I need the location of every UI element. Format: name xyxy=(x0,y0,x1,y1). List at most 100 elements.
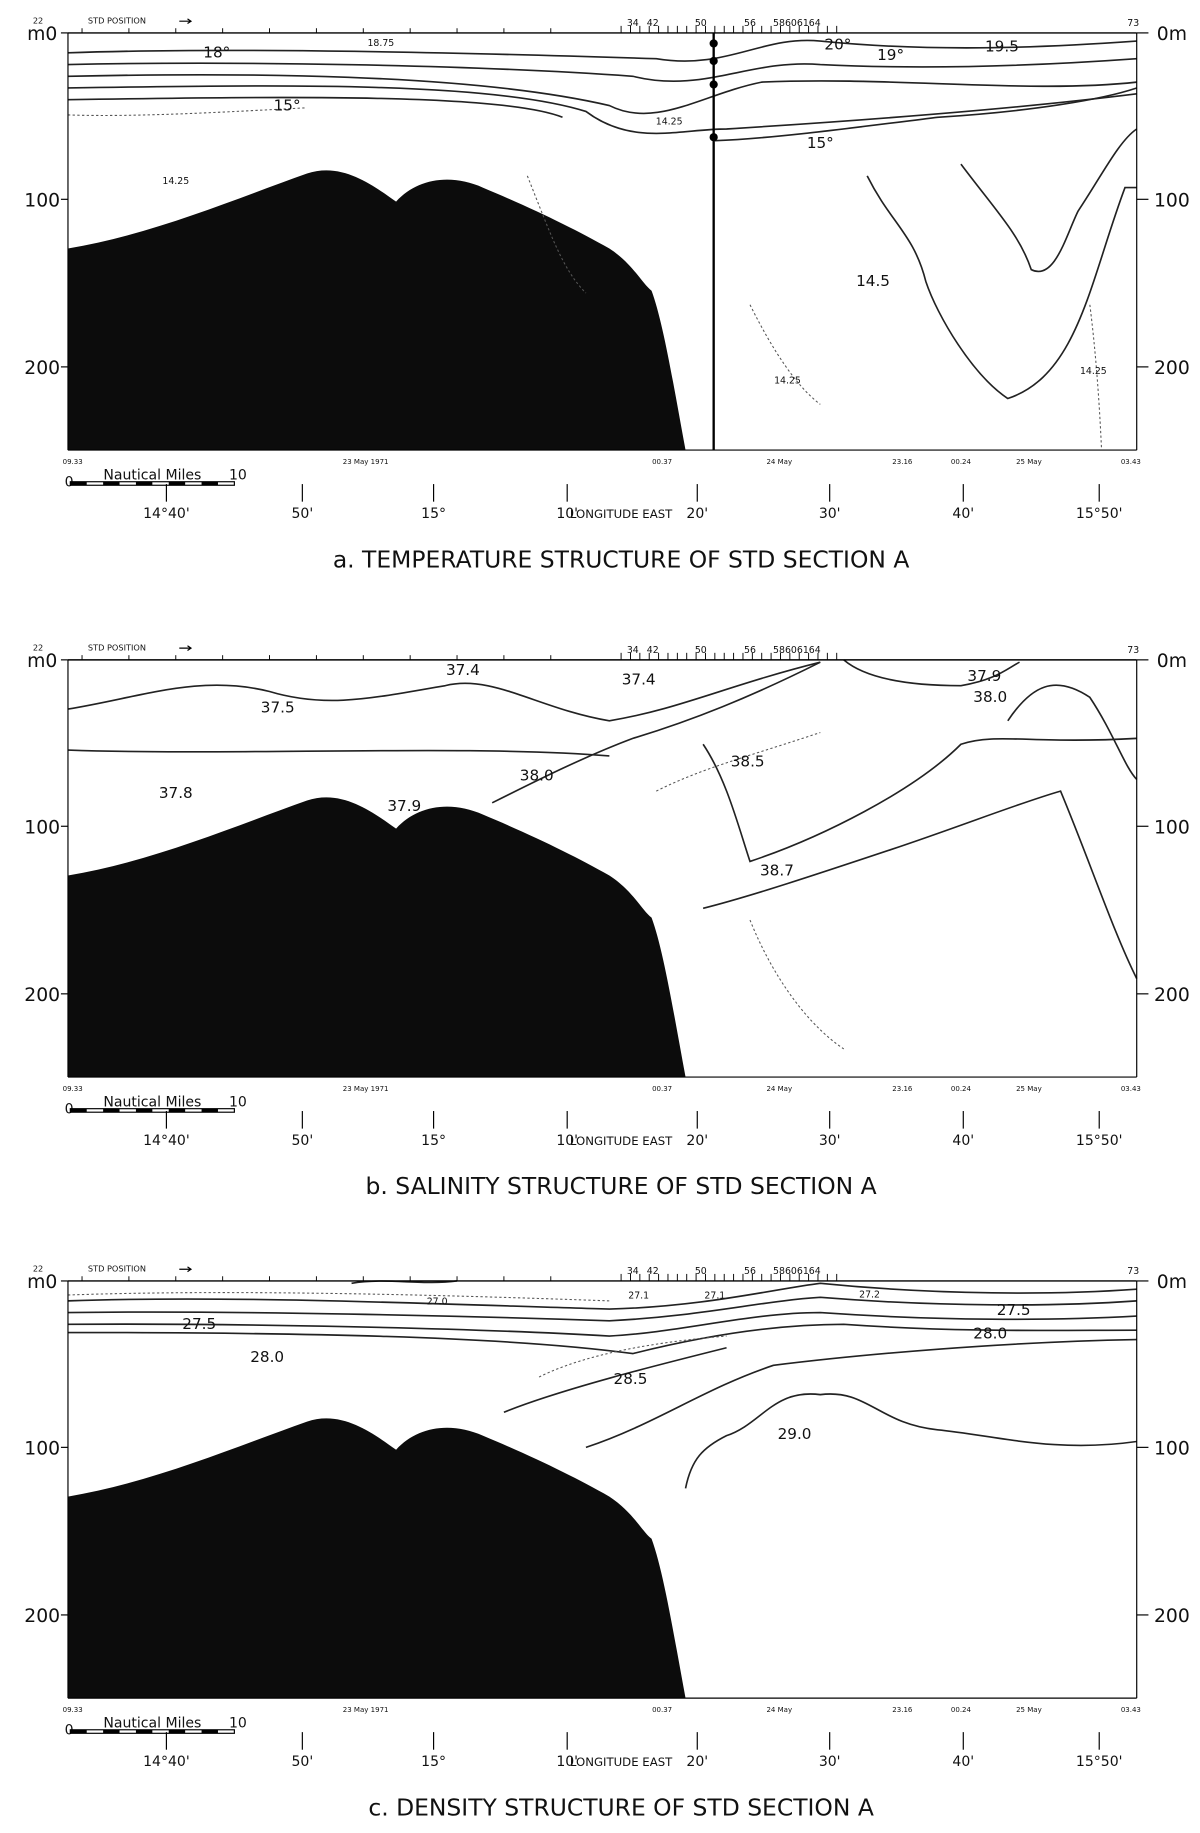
station-number: 73 xyxy=(1127,1266,1139,1277)
scale-end: 10 xyxy=(229,467,247,483)
scale-segment xyxy=(103,1108,120,1113)
contour-label: 38.0 xyxy=(520,767,554,785)
scale-label: Nautical Miles xyxy=(103,467,201,483)
time-label: 00.24 xyxy=(951,457,972,466)
scale-label: Nautical Miles xyxy=(103,1094,201,1110)
contour-line xyxy=(67,85,1137,135)
contour-line xyxy=(67,39,1137,62)
contour-label: 18° xyxy=(203,44,230,62)
scale-segment xyxy=(103,481,120,486)
contour-line xyxy=(702,737,1137,863)
depth-label-left: 100 xyxy=(24,817,60,838)
caption: b. SALINITY STRUCTURE OF STD SECTION A xyxy=(366,1172,877,1200)
station-number: 56 xyxy=(744,1266,756,1277)
station-header-number: 22 xyxy=(33,1264,43,1274)
depth-label-left: m0 xyxy=(27,651,57,672)
time-label: 25 May xyxy=(1016,1084,1042,1093)
longitude-label: 15° xyxy=(421,1133,446,1149)
time-label: 23.16 xyxy=(892,1705,913,1714)
contour-label: 27.5 xyxy=(997,1301,1031,1319)
depth-label-right: 200 xyxy=(1154,985,1190,1006)
time-label: 00.24 xyxy=(951,1084,972,1093)
depth-label-left: 200 xyxy=(24,1606,60,1627)
scale-segment xyxy=(103,1729,120,1734)
longitude-label: 50' xyxy=(291,1133,313,1149)
scale-start: 0 xyxy=(65,474,74,490)
longitude-label: 40' xyxy=(952,506,974,522)
longitude-label: LONGITUDE EAST xyxy=(570,507,673,521)
scale-segment xyxy=(70,1729,87,1734)
time-label: 09.33 xyxy=(63,457,83,466)
longitude-label: 10' xyxy=(556,506,578,522)
contour-line-dashed xyxy=(67,1292,610,1302)
time-label: 24 May xyxy=(766,1705,792,1714)
contour-line xyxy=(491,661,821,804)
scale-segment xyxy=(168,481,186,486)
longitude-label: 20' xyxy=(686,1133,708,1149)
contour-label: 38.0 xyxy=(973,688,1007,706)
longitude-label: 15°50' xyxy=(1076,1754,1123,1770)
time-label: 03.43 xyxy=(1121,1705,1141,1714)
scale-segment xyxy=(135,481,153,486)
longitude-label: 10' xyxy=(556,1133,578,1149)
contour-line xyxy=(67,1296,1137,1322)
contour-line xyxy=(714,87,1137,142)
contour-line xyxy=(843,659,1020,687)
time-label: 23 May 1971 xyxy=(343,1084,389,1093)
longitude-label: 15°50' xyxy=(1076,506,1123,522)
scale-start: 0 xyxy=(65,1722,74,1738)
longitude-label: 30' xyxy=(819,1133,841,1149)
depth-label-right: 100 xyxy=(1154,190,1190,211)
time-label: 24 May xyxy=(766,457,792,466)
contour-line xyxy=(1007,684,1138,780)
longitude-label: 15° xyxy=(421,1754,446,1770)
time-label: 00.37 xyxy=(652,457,672,466)
contour-line xyxy=(351,1280,458,1285)
contour-line xyxy=(585,1338,1137,1449)
depth-label-right: 0m xyxy=(1157,651,1187,672)
longitude-label: 30' xyxy=(819,506,841,522)
contour-label: 18.75 xyxy=(367,38,394,49)
time-label: 23 May 1971 xyxy=(343,1705,389,1714)
contour-label: 28.5 xyxy=(614,1370,648,1388)
station-header-label: STD POSITION xyxy=(88,1264,146,1274)
seafloor xyxy=(67,170,686,451)
station-number: 42 xyxy=(647,645,659,656)
scale-segment xyxy=(201,1729,218,1734)
time-label: 25 May xyxy=(1016,457,1042,466)
contour-line xyxy=(866,175,1137,400)
contour-line xyxy=(67,57,1137,83)
contour-label: 14.5 xyxy=(856,272,890,290)
longitude-label: 14°40' xyxy=(143,1754,190,1770)
station-number: 34 xyxy=(627,1266,639,1277)
scale-segment xyxy=(201,481,218,486)
caption: a. TEMPERATURE STRUCTURE OF STD SECTION … xyxy=(333,545,910,573)
contour-label: 14.25 xyxy=(1080,366,1107,377)
depth-label-left: 100 xyxy=(24,190,60,211)
time-label: 03.43 xyxy=(1121,1084,1141,1093)
contour-label: 37.9 xyxy=(967,667,1001,685)
time-label: 09.33 xyxy=(63,1705,83,1714)
contour-label: 37.9 xyxy=(387,797,421,815)
contour-line xyxy=(67,749,610,757)
longitude-label: 50' xyxy=(291,1754,313,1770)
contour-label: 15° xyxy=(274,96,301,114)
contour-label: 14.25 xyxy=(774,375,801,386)
sample-dot xyxy=(709,56,718,66)
contour-label: 19.5 xyxy=(985,38,1019,56)
longitude-label: 40' xyxy=(952,1133,974,1149)
depth-label-left: m0 xyxy=(27,24,57,45)
longitude-label: LONGITUDE EAST xyxy=(570,1134,673,1148)
depth-label-left: m0 xyxy=(27,1272,57,1293)
time-label: 03.43 xyxy=(1121,457,1141,466)
station-number: 42 xyxy=(647,1266,659,1277)
station-header-label: STD POSITION xyxy=(88,16,146,26)
station-header-number: 22 xyxy=(33,642,43,652)
contour-label: 15° xyxy=(807,134,834,152)
contour-label: 37.4 xyxy=(622,670,656,688)
longitude-label: 15° xyxy=(421,506,446,522)
contour-label: 27.5 xyxy=(182,1315,216,1333)
longitude-label: 15°50' xyxy=(1076,1133,1123,1149)
contour-label: 27.0 xyxy=(427,1296,448,1307)
